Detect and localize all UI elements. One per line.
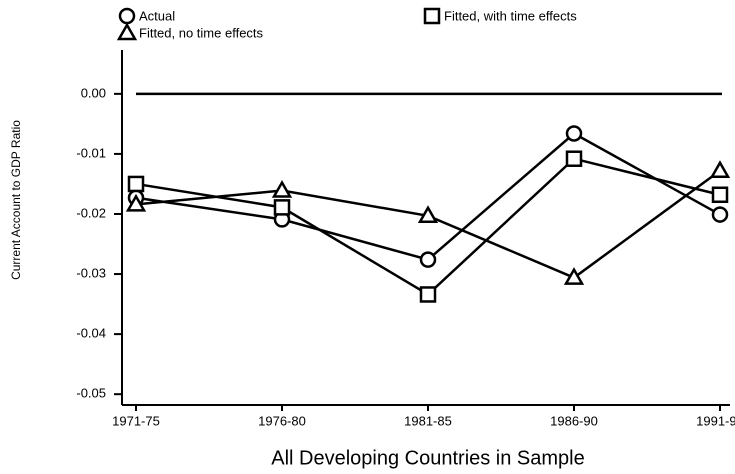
- x-tick-label: 1981-85: [404, 413, 452, 428]
- x-tick-label: 1986-90: [550, 413, 598, 428]
- marker-triangle: [563, 267, 585, 285]
- x-tick-label: 1991-95: [696, 413, 735, 428]
- y-tick-label: -0.04: [76, 326, 106, 341]
- legend-marker: [118, 7, 136, 25]
- marker-triangle: [125, 193, 147, 212]
- marker-square: [419, 286, 437, 303]
- y-tick-label: -0.02: [76, 205, 106, 220]
- marker-square: [711, 186, 729, 204]
- legend-label: Fitted, with time effects: [444, 8, 577, 23]
- marker-square: [565, 150, 583, 167]
- marker-circle: [711, 206, 729, 223]
- marker-circle: [565, 125, 583, 142]
- marker-triangle: [271, 180, 293, 198]
- marker-triangle: [709, 160, 731, 178]
- marker-triangle: [417, 205, 439, 224]
- y-tick-label: -0.03: [76, 265, 106, 280]
- y-tick-label: -0.01: [76, 145, 106, 160]
- y-tick-label: 0.00: [81, 85, 106, 100]
- marker-square: [127, 175, 145, 193]
- marker-circle: [419, 251, 437, 268]
- legend-label: Actual: [139, 8, 175, 23]
- legend-label: Fitted, no time effects: [139, 25, 264, 40]
- x-axis-label: All Developing Countries in Sample: [271, 447, 585, 469]
- y-axis-label: Current Account to GDP Ratio: [9, 120, 23, 280]
- series-line: [135, 157, 721, 297]
- legend-marker: [116, 22, 138, 41]
- marker-square: [273, 199, 291, 216]
- legend-marker: [423, 7, 441, 25]
- x-tick-label: 1971-75: [112, 413, 160, 428]
- x-tick-label: 1976-80: [258, 413, 306, 428]
- y-tick-label: -0.05: [76, 386, 106, 401]
